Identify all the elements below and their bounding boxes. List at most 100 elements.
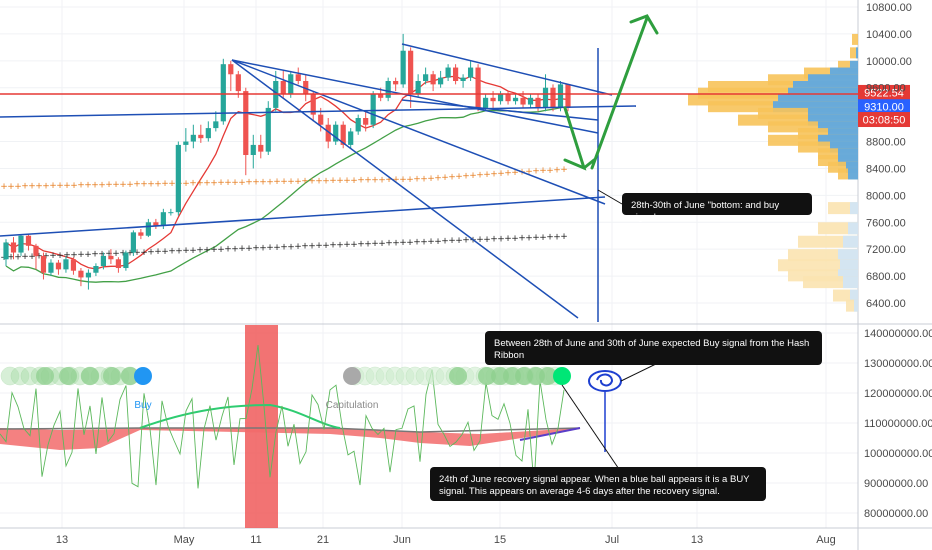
candle-body [497,94,504,102]
candle-body [78,270,84,278]
trend-line [0,105,637,118]
black-cross-marker: + [441,236,449,246]
down-arrow [563,106,596,171]
orange-cross-marker: + [126,180,134,190]
orange-cross-marker: + [315,176,323,186]
orange-cross-marker: + [308,177,316,187]
indicator-tick-label: 80000000.00 [864,508,928,520]
indicator-tick-label: 100000000.00 [864,448,932,460]
orange-cross-marker: + [77,181,85,191]
candle-body [190,134,196,142]
orange-cross-marker: + [119,180,127,190]
volume-bar [818,134,858,146]
orange-cross-marker: + [280,177,288,187]
ribbon-band [0,428,580,450]
black-cross-marker: + [133,248,141,258]
candle-body [393,81,399,85]
price-tag-label: 9522.54 [864,87,904,99]
black-cross-marker: + [427,237,435,247]
black-cross-marker: + [217,245,225,255]
volume-bar [830,141,858,153]
time-tick-label: 13 [691,534,703,546]
black-cross-marker: + [56,251,64,261]
candle-body [198,134,204,139]
orange-cross-marker: + [560,165,568,175]
black-cross-marker: + [161,247,169,257]
orange-cross-marker: + [28,182,36,192]
black-cross-marker: + [252,244,260,254]
price-overlays: + +++++++++++ ++++++++++++++++++++++++++++… [0,75,569,283]
orange-cross-marker: + [553,165,561,175]
candle-body [438,77,444,85]
orange-cross-marker: + [483,170,491,180]
orange-cross-marker: + [371,175,379,185]
orange-cross-marker: + [98,180,106,190]
orange-cross-marker: + [364,176,372,186]
candle-body [453,67,459,81]
orange-cross-marker: + [154,179,162,189]
black-cross-marker: + [70,250,78,260]
volume-bar [768,121,858,133]
orange-cross-marker: + [70,181,78,191]
black-cross-marker: + [378,239,386,249]
price-tag-label: 9310.00 [864,102,904,114]
volume-bar [838,249,858,262]
candle-body [168,212,174,214]
black-cross-marker: + [49,251,57,261]
candle-body [258,144,264,152]
candle-body [370,94,376,125]
black-cross-marker: + [483,235,491,245]
orange-cross-marker: + [273,177,281,187]
orange-cross-marker: + [168,179,176,189]
candle-body [250,144,256,155]
volume-bar [808,74,858,86]
orange-cross-marker: + [266,177,274,187]
black-cross-marker: + [203,245,211,255]
signal-bubble [36,367,54,385]
orange-cross-marker: + [357,176,365,186]
orange-cross-marker: + [35,181,43,191]
signal-bubble [59,367,77,385]
black-cross-marker: + [287,242,295,252]
hash-ribbon-indicator: Buy Capitulation [0,325,661,528]
annotation-expected-buy: Between 28th of June and 30th of June ex… [485,331,822,365]
black-cross-marker: + [476,235,484,245]
candle-body [505,94,511,102]
trend-line [401,43,613,96]
black-cross-marker: + [21,252,29,262]
orange-cross-marker: + [469,171,477,181]
volume-bar [838,148,858,160]
orange-cross-marker: + [413,175,421,185]
blue-ball-buy-icon [596,373,614,387]
black-cross-marker: + [322,241,330,251]
indicator-tick-label: 90000000.00 [864,478,928,490]
orange-cross-marker: + [91,180,99,190]
candle-body [542,87,549,108]
volume-bar [848,222,858,235]
ribbon-slow-line [0,427,581,433]
black-cross-marker: + [266,243,274,253]
black-cross-marker: + [224,245,232,255]
candle-body [115,259,121,269]
candle-body [363,118,369,125]
price-tick-label: 8000.00 [866,190,906,202]
black-cross-marker: + [560,232,568,242]
volume-bar [850,202,858,215]
trend-line [231,59,606,205]
volume-bar [846,161,858,173]
trend-line [231,59,579,319]
orange-cross-marker: + [329,176,337,186]
black-cross-marker: + [301,242,309,252]
ribbon-fast-line [139,403,341,429]
volume-bar [808,107,858,119]
black-cross-marker: + [364,239,372,249]
volume-bar [856,47,858,59]
candle-body [175,144,181,213]
signal-bubble [81,367,99,385]
black-cross-marker: + [392,238,400,248]
orange-cross-marker: + [392,175,400,185]
annotation-recovery-signal: 24th of June recovery signal appear. Whe… [430,467,766,501]
volume-bar [808,114,858,126]
